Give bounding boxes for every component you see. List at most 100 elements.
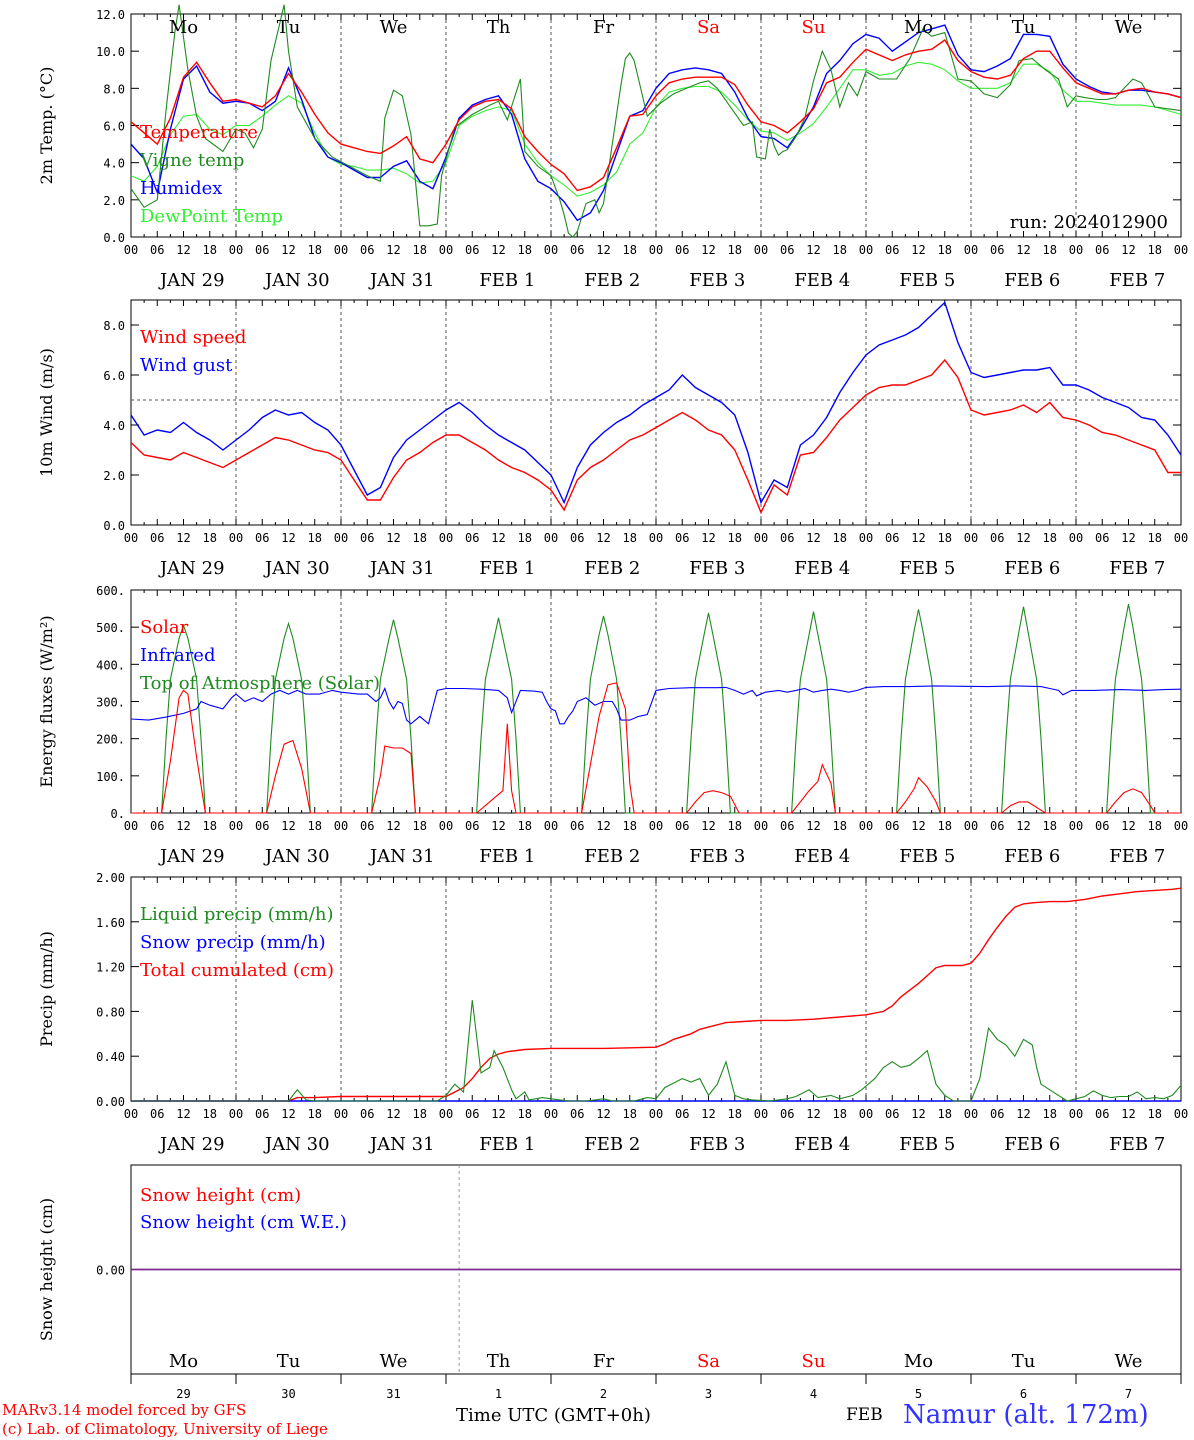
lab-credit: (c) Lab. of Climatology, University of L… [2, 1420, 328, 1438]
day-number-label: 5 [915, 1387, 922, 1401]
date-label: FEB 7 [1109, 1134, 1165, 1155]
hour-tick-label: 06 [990, 243, 1004, 257]
date-label: JAN 29 [158, 846, 225, 867]
hour-tick-label: 00 [229, 819, 243, 833]
hour-tick-label: 12 [596, 819, 610, 833]
date-label: JAN 29 [158, 270, 225, 291]
hour-tick-label: 06 [1095, 243, 1109, 257]
hour-tick-label: 12 [386, 819, 400, 833]
day-number-label: 31 [386, 1387, 400, 1401]
day-number-label: 4 [810, 1387, 817, 1401]
hour-tick-label: 18 [938, 1107, 952, 1121]
panel-3 [130, 589, 1182, 814]
hour-tick-label: 06 [255, 819, 269, 833]
y-tick-label: 2.00 [96, 871, 125, 885]
day-number-label: 2 [600, 1387, 607, 1401]
panel-1 [130, 4, 1182, 238]
hour-tick-label: 12 [596, 1107, 610, 1121]
hour-tick-label: 06 [780, 531, 794, 545]
hour-tick-label: 18 [1148, 1107, 1162, 1121]
day-name-label: Tu [277, 17, 301, 38]
date-label: FEB 3 [689, 558, 745, 579]
hour-tick-label: 18 [623, 243, 637, 257]
hour-tick-label: 18 [413, 1107, 427, 1121]
date-label: FEB 2 [584, 558, 640, 579]
hour-tick-label: 00 [964, 819, 978, 833]
legend-item: Wind speed [140, 327, 246, 348]
hour-tick-label: 00 [124, 531, 138, 545]
run-label: run: 2024012900 [1010, 212, 1168, 233]
hour-tick-label: 06 [885, 243, 899, 257]
date-label: FEB 3 [689, 846, 745, 867]
hour-tick-label: 12 [491, 1107, 505, 1121]
day-number-label: 1 [495, 1387, 502, 1401]
hour-tick-label: 06 [780, 1107, 794, 1121]
hour-tick-label: 00 [964, 243, 978, 257]
hour-tick-label: 12 [1121, 819, 1135, 833]
hour-tick-label: 18 [833, 243, 847, 257]
hour-tick-label: 12 [491, 243, 505, 257]
legend-item: Vigne temp [139, 150, 244, 171]
hour-tick-label: 00 [1069, 819, 1083, 833]
date-label: FEB 7 [1109, 270, 1165, 291]
hour-tick-label: 00 [1174, 243, 1188, 257]
hour-tick-label: 18 [518, 531, 532, 545]
hour-tick-label: 00 [229, 1107, 243, 1121]
hour-tick-label: 06 [570, 1107, 584, 1121]
hour-tick-label: 00 [439, 243, 453, 257]
day-name-label: Mo [904, 1351, 933, 1372]
hour-tick-label: 00 [1174, 531, 1188, 545]
hour-tick-label: 18 [938, 531, 952, 545]
hour-tick-label: 06 [150, 531, 164, 545]
hour-tick-label: 06 [675, 243, 689, 257]
hour-tick-label: 12 [911, 819, 925, 833]
hour-tick-label: 06 [1095, 531, 1109, 545]
hour-tick-label: 00 [124, 243, 138, 257]
day-name-label: Tu [1012, 1351, 1036, 1372]
day-name-label: Mo [904, 17, 933, 38]
hour-tick-label: 06 [570, 243, 584, 257]
hour-tick-label: 18 [308, 243, 322, 257]
hour-tick-label: 18 [413, 243, 427, 257]
hour-tick-label: 00 [964, 531, 978, 545]
legend-item: Liquid precip (mm/h) [140, 904, 334, 925]
y-tick-label: 0.00 [96, 1095, 125, 1109]
y-tick-label: 200. [96, 733, 125, 747]
panel-4 [130, 876, 1182, 1102]
legend-item: Temperature [140, 122, 258, 143]
hour-tick-label: 00 [1069, 243, 1083, 257]
hour-tick-label: 00 [1069, 1107, 1083, 1121]
hour-tick-label: 00 [649, 819, 663, 833]
date-label: JAN 31 [368, 270, 435, 291]
legend-item: Snow height (cm) [140, 1185, 301, 1206]
hour-tick-label: 18 [203, 243, 217, 257]
hour-tick-label: 12 [1016, 531, 1030, 545]
date-label: JAN 29 [158, 558, 225, 579]
date-label: FEB 3 [689, 1134, 745, 1155]
hour-tick-label: 18 [203, 1107, 217, 1121]
date-label: FEB 1 [479, 558, 535, 579]
date-label: JAN 30 [263, 846, 330, 867]
hour-tick-label: 18 [1043, 531, 1057, 545]
day-name-label: We [380, 17, 408, 38]
y-axis-label: 10m Wind (m/s) [37, 348, 56, 477]
y-tick-label: 400. [96, 658, 125, 672]
month-label: FEB [846, 1405, 883, 1425]
hour-tick-label: 06 [885, 531, 899, 545]
day-number-label: 30 [281, 1387, 295, 1401]
day-name-label: Sa [697, 1351, 720, 1372]
hour-tick-label: 18 [623, 531, 637, 545]
hour-tick-label: 06 [255, 1107, 269, 1121]
date-label: FEB 6 [1004, 558, 1060, 579]
hour-tick-label: 06 [885, 1107, 899, 1121]
hour-tick-label: 06 [150, 1107, 164, 1121]
hour-tick-label: 18 [1148, 819, 1162, 833]
hour-tick-label: 06 [150, 243, 164, 257]
hour-tick-label: 12 [176, 819, 190, 833]
hour-tick-label: 18 [728, 819, 742, 833]
hour-tick-label: 00 [754, 531, 768, 545]
series-line-humidex [130, 24, 1182, 222]
date-label: JAN 30 [263, 1134, 330, 1155]
date-label: FEB 5 [899, 846, 955, 867]
hour-tick-label: 06 [990, 819, 1004, 833]
